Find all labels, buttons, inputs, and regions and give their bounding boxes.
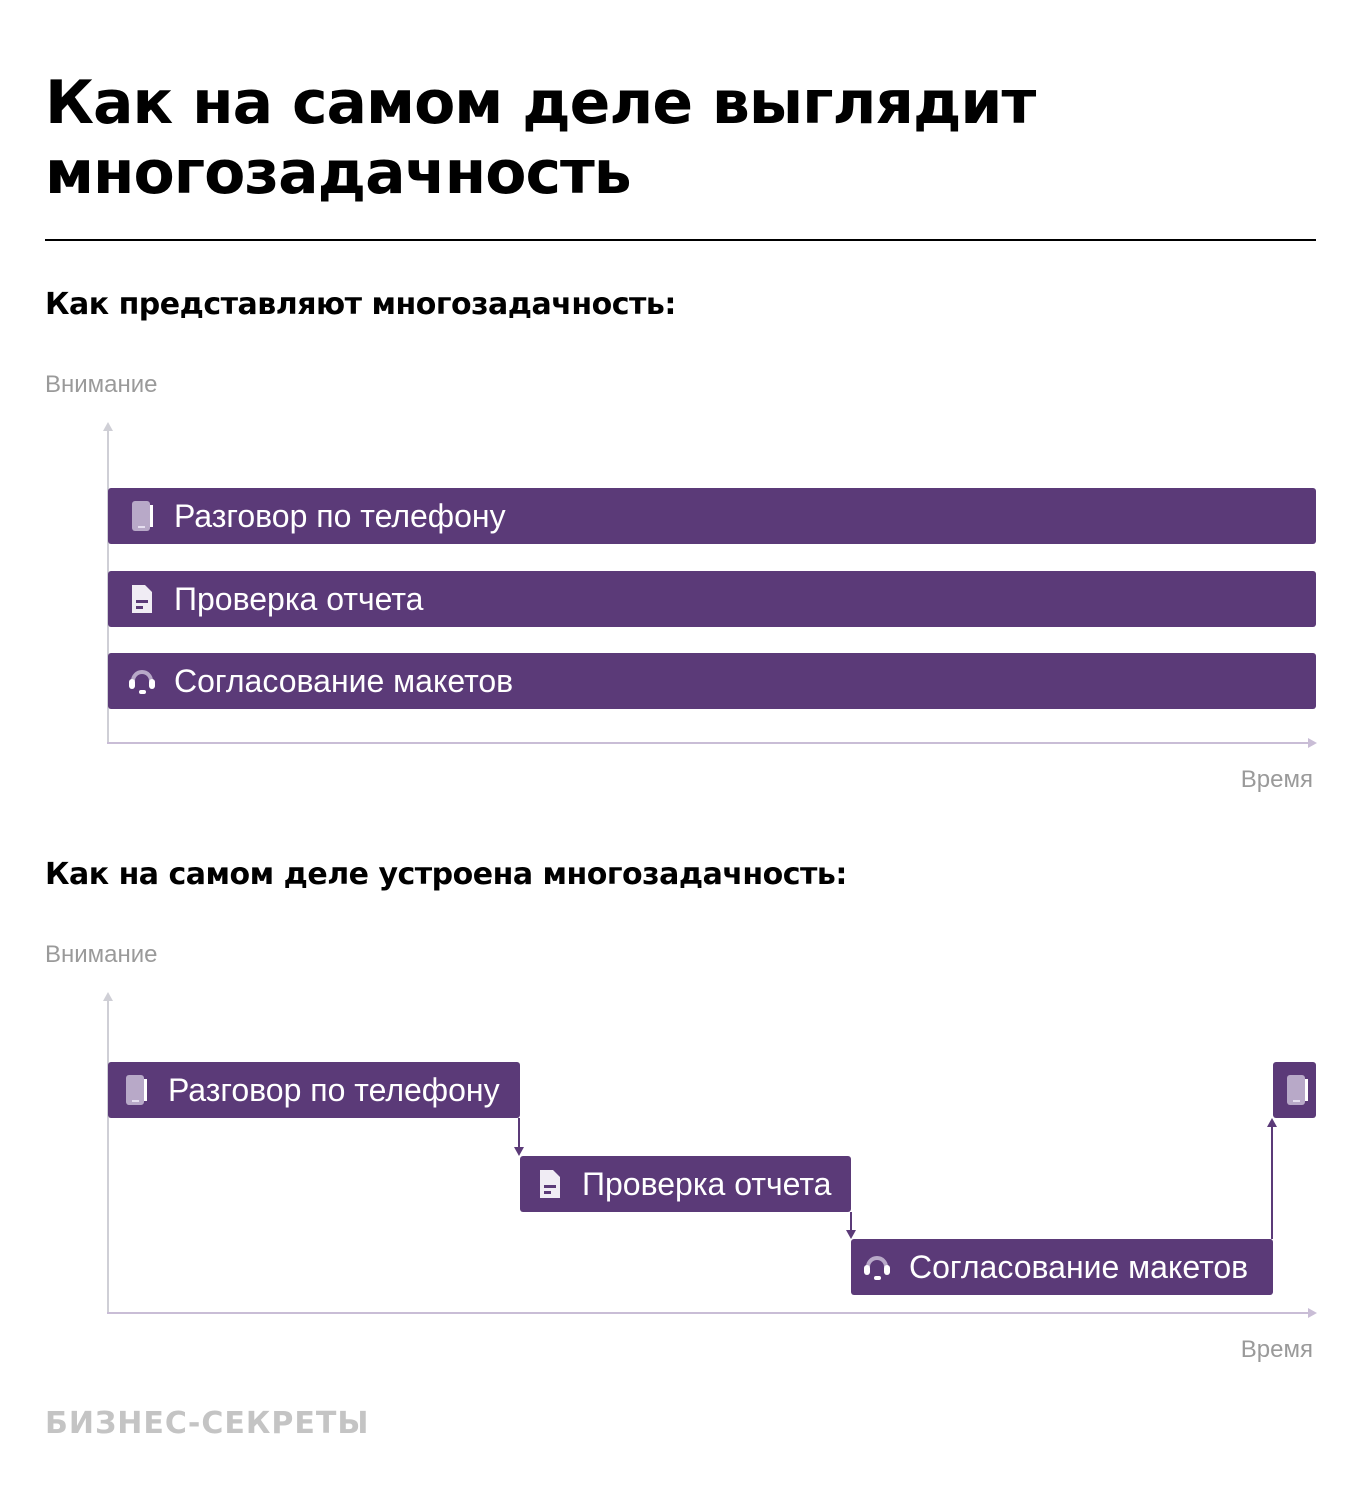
section2-task-bar: Проверка отчета — [520, 1156, 851, 1212]
section2-task-bar: Согласование макетов — [851, 1239, 1273, 1295]
section2-subtitle: Как на самом деле устроена многозадачнос… — [45, 857, 847, 892]
section1-task-bar: Согласование макетов — [108, 653, 1316, 709]
switch-arrow-line — [850, 1212, 852, 1231]
section2-x-label: Время — [1240, 1336, 1313, 1363]
task-label: Разговор по телефону — [174, 497, 506, 534]
y-axis-arrow — [103, 422, 113, 431]
task-label: Разговор по телефону — [168, 1071, 500, 1108]
section1-x-label: Время — [1240, 766, 1313, 793]
phone-icon — [122, 1074, 150, 1106]
arrow-down-icon — [846, 1230, 856, 1239]
phone-icon — [128, 500, 156, 532]
document-icon — [128, 583, 156, 615]
section2-return-bar — [1273, 1062, 1316, 1118]
section2-task-bar: Разговор по телефону — [108, 1062, 520, 1118]
arrow-down-icon — [514, 1147, 524, 1156]
x-axis-arrow — [1308, 738, 1317, 748]
x-axis-arrow — [1308, 1308, 1317, 1318]
section1-x-axis — [107, 742, 1311, 744]
section1-subtitle: Как представляют многозадачность: — [45, 287, 676, 322]
task-label: Проверка отчета — [174, 580, 424, 617]
y-axis-arrow — [103, 992, 113, 1001]
page-title: Как на самом деле выглядит многозадачнос… — [45, 68, 1036, 208]
section1-task-bar: Проверка отчета — [108, 571, 1316, 627]
section1-task-bar: Разговор по телефону — [108, 488, 1316, 544]
brand-logo: БИЗНЕС-СЕКРЕТЫ — [45, 1406, 370, 1441]
section2-y-axis — [107, 1000, 109, 1314]
task-label: Проверка отчета — [582, 1165, 832, 1202]
headset-icon — [128, 665, 156, 697]
switch-arrow-line — [518, 1118, 520, 1148]
switch-arrow-line — [1271, 1126, 1273, 1239]
section1-y-label: Внимание — [45, 371, 158, 398]
phone-icon — [1283, 1074, 1311, 1106]
task-label: Согласование макетов — [909, 1248, 1249, 1285]
divider — [45, 239, 1316, 241]
document-icon — [536, 1168, 564, 1200]
section2-y-label: Внимание — [45, 941, 158, 968]
headset-icon — [863, 1251, 891, 1283]
task-label: Согласование макетов — [174, 662, 514, 699]
arrow-up-icon — [1267, 1118, 1277, 1127]
section2-x-axis — [107, 1312, 1311, 1314]
